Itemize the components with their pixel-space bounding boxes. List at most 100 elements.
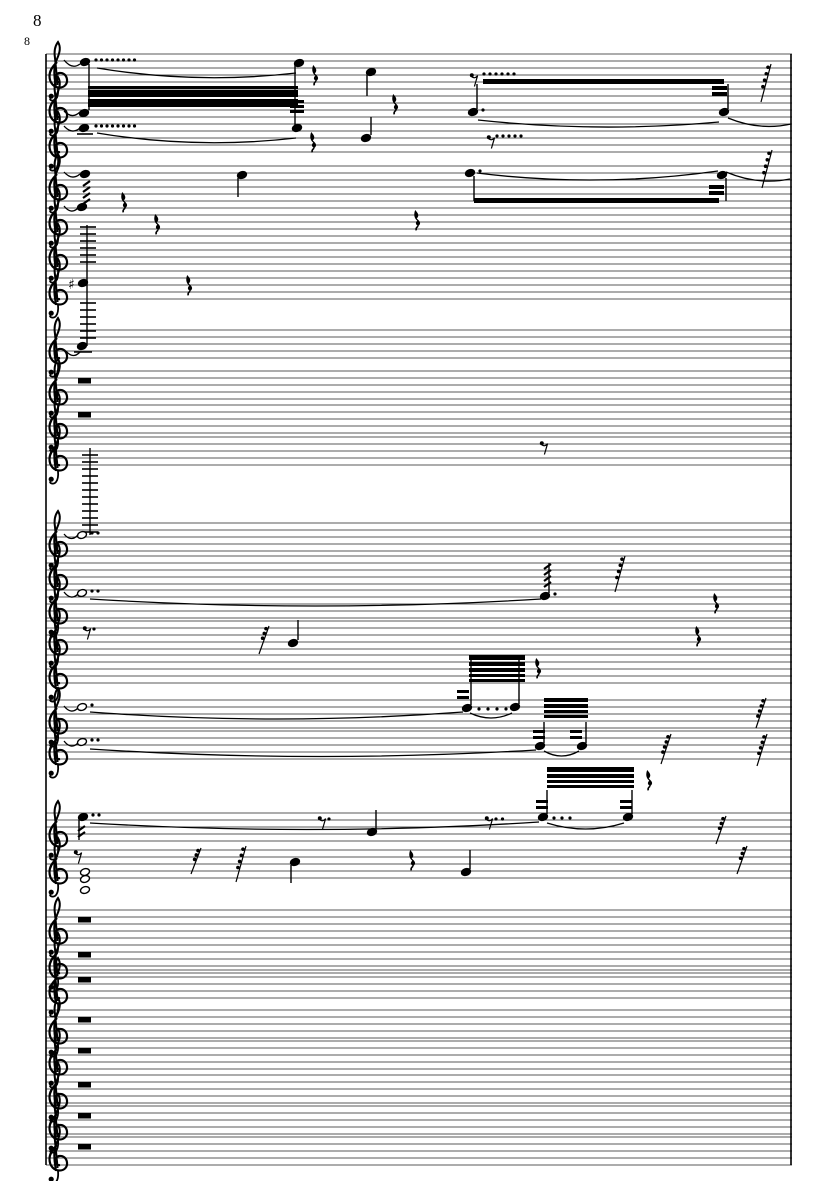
note-head [76,702,88,712]
beam [88,99,298,107]
dot-row-dot [506,72,510,76]
dot-row-dot [132,58,137,62]
beam [570,730,582,733]
dot-row-dot [99,124,104,128]
note-head [76,530,88,540]
note-head [78,123,90,133]
rest-hook [192,857,197,862]
beam [547,774,634,778]
note-head [293,58,305,68]
multi-flag-rest-stem [761,149,773,189]
rest-hook [763,164,768,168]
rest-dot [327,817,331,821]
note-head [79,57,91,67]
eighth-rest [317,815,327,831]
note-head [509,702,521,712]
dot-row-dot [495,134,499,138]
tremolo-slash [82,192,91,199]
dot-row-dot [504,707,508,711]
rest-hook [239,853,244,858]
dot-row-dot [99,58,104,62]
multi-flag-rest-stem [756,733,768,767]
dot-row-dot [94,58,98,62]
multi-flag-rest-stem [755,697,767,729]
multi-flag-rest-stem [715,815,727,845]
note-head [79,874,91,884]
note-head [78,108,90,118]
note-head [461,703,473,713]
dot-row-dot [519,134,523,138]
tremolo-slash [543,569,552,576]
rest-dot [494,817,498,821]
quarter-rest [413,209,421,232]
multi-flag-rest-stem [258,625,270,655]
beam [290,110,304,113]
rest-hook [762,78,767,82]
tie-slur [546,822,625,830]
beam [290,100,304,103]
beam [620,800,632,803]
rest-hook [756,714,760,718]
rest-hook [764,71,769,76]
dot-row-dot [501,134,505,138]
tie-slur [725,171,791,182]
dot-row-dot [568,816,572,820]
quarter-rest [309,131,317,154]
beam [620,806,632,809]
quarter-rest [712,592,720,615]
beam [483,79,724,84]
note-head [291,123,303,133]
dot-row-dot [495,707,499,711]
tie-slur [63,125,81,132]
note-head [464,168,476,178]
beam [709,191,724,195]
beam [544,704,588,708]
dot-row-dot [500,72,504,76]
beam [547,785,634,788]
note-head [287,638,299,648]
dot-row-dot [94,124,98,128]
rest-hook [762,170,766,175]
tie-slur [96,132,297,144]
whole-rest [78,1144,91,1150]
beam [547,767,634,772]
beam [469,674,525,677]
note-head [236,170,248,180]
beam [544,715,588,718]
dot-row-dot [486,707,490,711]
rest-hook [616,569,621,574]
multi-flag-rest-stem [736,845,748,875]
dot-row-dot [105,58,109,62]
quarter-rest [120,191,128,214]
beam [88,86,298,89]
dot-row-dot [552,816,556,820]
dot-row-dot [560,816,564,820]
rest-hook [761,84,765,89]
note-head [79,169,91,179]
rest-hook [758,746,763,750]
rest-hook [766,65,770,70]
rest-hook [620,557,624,561]
rest-hook [767,151,771,156]
note-head [77,278,89,288]
quarter-rest [645,769,653,792]
beam [469,655,525,660]
beam [533,736,545,739]
rest-hook [719,821,724,826]
tremolo-slash [77,831,86,838]
dot-row-dot [127,58,131,62]
eighth-rest [486,134,496,150]
augmentation-dot [90,531,94,535]
quarter-rest [694,625,702,648]
dot-row-dot [494,72,498,76]
augmentation-dot [90,589,94,593]
beam [536,800,548,803]
rest-hook [194,853,199,857]
rest-hook [717,826,722,830]
tie-slur [476,170,719,181]
beam [544,710,588,713]
augmentation-dot [97,813,101,817]
augmentation-dot [96,589,100,593]
rest-hook [760,740,765,745]
